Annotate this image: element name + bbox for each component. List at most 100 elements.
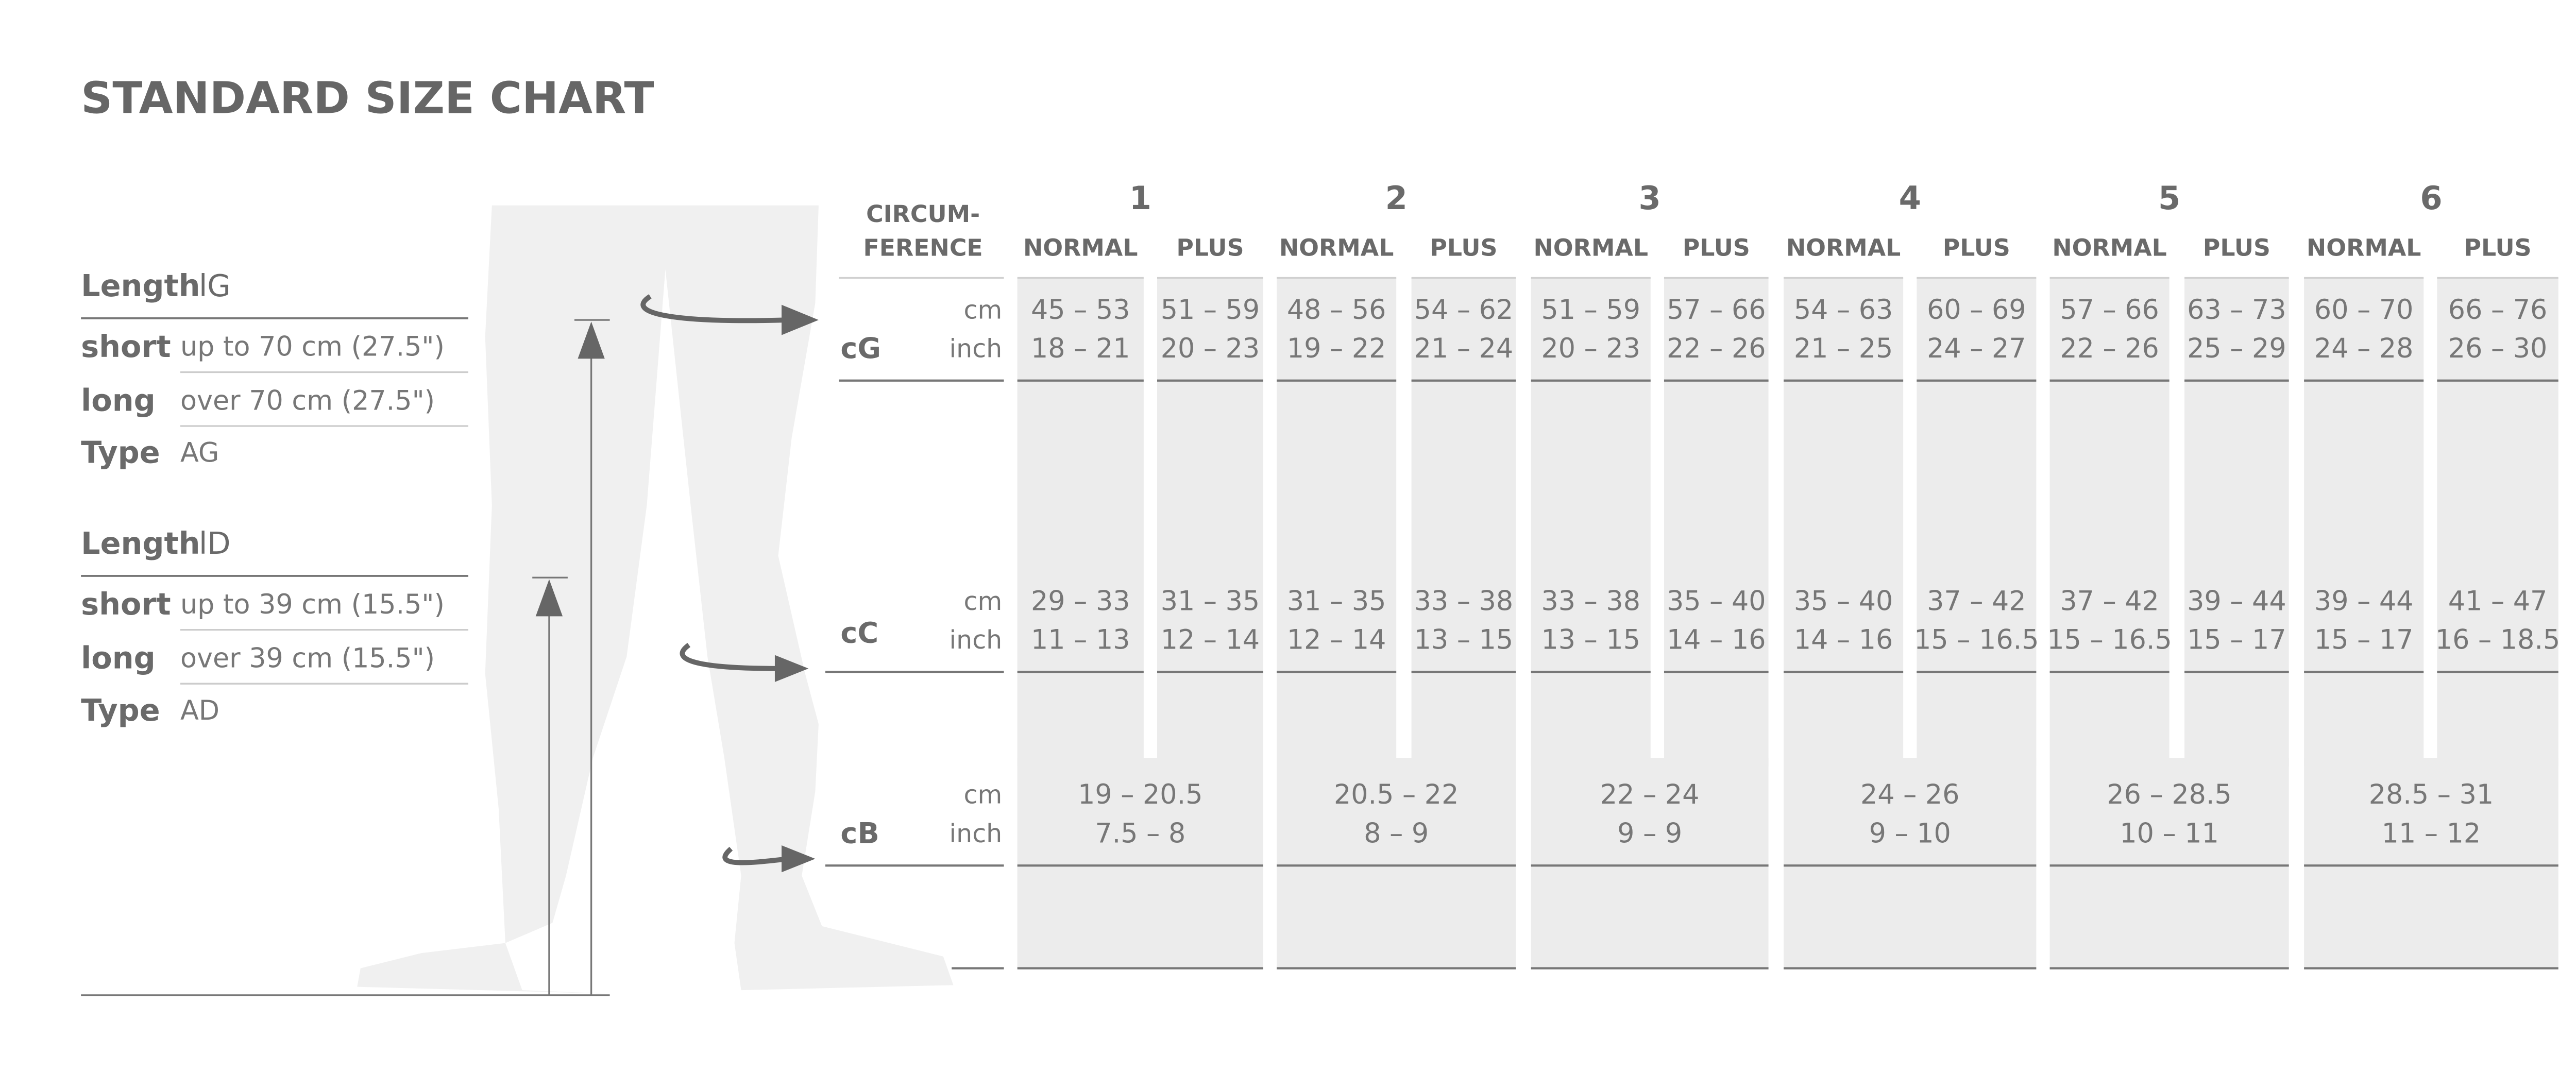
variant-label: NORMAL	[1533, 234, 1648, 261]
variant-label: PLUS	[1683, 234, 1750, 261]
row-key: Type	[81, 435, 160, 470]
cell-value: 33 – 38	[1541, 585, 1640, 617]
cell-value: 12 – 14	[1161, 624, 1260, 655]
column-bg	[1017, 278, 1144, 767]
row-label: cB	[840, 817, 879, 850]
cell-value: 19 – 20.5	[1078, 779, 1202, 810]
cell-value: 33 – 38	[1414, 585, 1514, 617]
cell-value: 20 – 23	[1161, 333, 1260, 364]
cell-value: 15 – 17	[2314, 624, 2414, 655]
corner-header: FERENCE	[863, 234, 983, 261]
size-label: 4	[1899, 179, 1921, 217]
cell-value: 15 – 17	[2187, 624, 2286, 655]
variant-label: PLUS	[1943, 234, 2010, 261]
variant-label: NORMAL	[2052, 234, 2166, 261]
cell-value: 24 – 27	[1927, 333, 2026, 364]
cell-value: 60 – 69	[1927, 294, 2026, 326]
cell-value: 57 – 66	[2060, 294, 2159, 326]
cell-value: 11 – 12	[2382, 818, 2481, 849]
column-bg	[1664, 278, 1769, 767]
cell-value: 48 – 56	[1287, 294, 1386, 326]
size-label: 6	[2420, 179, 2442, 217]
leg-silhouette	[357, 205, 954, 994]
cell-value: 20.5 – 22	[1334, 779, 1459, 810]
cell-value: 9 – 9	[1617, 818, 1682, 849]
cell-value: 45 – 53	[1031, 294, 1130, 326]
cell-value: 66 – 76	[2448, 294, 2548, 326]
unit-label: cm	[964, 586, 1003, 616]
unit-label: inch	[950, 625, 1003, 655]
row-key: short	[81, 329, 171, 364]
variant-label: PLUS	[2203, 234, 2270, 261]
unit-label: inch	[950, 819, 1003, 848]
row-value: over 39 cm (15.5")	[180, 642, 435, 674]
column-bg	[2184, 278, 2289, 767]
column-bg	[1157, 278, 1263, 767]
length-label: Length	[81, 525, 200, 561]
variant-label: NORMAL	[2307, 234, 2421, 261]
group-bg	[2049, 758, 2289, 968]
row-key: short	[81, 586, 171, 622]
row-value: AG	[180, 437, 219, 469]
group-bg	[1277, 758, 1516, 968]
cell-value: 15 – 16.5	[1914, 624, 2039, 655]
variant-label: PLUS	[1176, 234, 1244, 261]
length-indicators	[81, 319, 610, 996]
cell-value: 24 – 26	[1860, 779, 1960, 810]
column-bg	[2437, 278, 2558, 767]
title: STANDARD SIZE CHART	[81, 73, 654, 124]
unit-label: cm	[964, 295, 1003, 325]
cell-value: 31 – 35	[1287, 585, 1386, 617]
group-bg	[2304, 758, 2558, 968]
cell-value: 54 – 63	[1794, 294, 1893, 326]
cell-value: 54 – 62	[1414, 294, 1514, 326]
variant-label: PLUS	[1430, 234, 1497, 261]
cell-value: 14 – 16	[1794, 624, 1893, 655]
size-label: 2	[1385, 179, 1408, 217]
variant-label: NORMAL	[1786, 234, 1901, 261]
cell-value: 25 – 29	[2187, 333, 2286, 364]
cell-value: 14 – 16	[1667, 624, 1766, 655]
group-bg	[1531, 758, 1769, 968]
cell-value: 28.5 – 31	[2369, 779, 2494, 810]
cell-value: 7.5 – 8	[1095, 818, 1185, 849]
unit-label: cm	[964, 780, 1003, 810]
cell-value: 22 – 24	[1600, 779, 1700, 810]
arrow-cg	[640, 294, 789, 324]
cell-value: 21 – 24	[1414, 333, 1514, 364]
row-label: cG	[840, 332, 881, 365]
row-key: Type	[81, 692, 160, 728]
size-label: 3	[1639, 179, 1661, 217]
cell-value: 12 – 14	[1287, 624, 1386, 655]
unit-label: inch	[950, 333, 1003, 363]
cell-value: 24 – 28	[2314, 333, 2414, 364]
cell-value: 21 – 25	[1794, 333, 1893, 364]
cell-value: 18 – 21	[1031, 333, 1130, 364]
cell-value: 22 – 26	[2060, 333, 2159, 364]
cell-value: 13 – 15	[1414, 624, 1514, 655]
row-value: up to 70 cm (27.5")	[180, 331, 445, 363]
column-bg	[1784, 278, 1904, 767]
size-label: 5	[2158, 179, 2180, 217]
group-bg	[1784, 758, 2037, 968]
cell-value: 9 – 10	[1869, 818, 1951, 849]
cell-value: 26 – 28.5	[2107, 779, 2231, 810]
cell-value: 41 – 47	[2448, 585, 2548, 617]
cell-value: 20 – 23	[1541, 333, 1640, 364]
cell-value: 39 – 44	[2314, 585, 2414, 617]
cell-value: 37 – 42	[1927, 585, 2026, 617]
length-symbol: lD	[199, 525, 231, 561]
variant-label: NORMAL	[1023, 234, 1138, 261]
column-bg	[2049, 278, 2170, 767]
column-bg	[1917, 278, 2037, 767]
row-key: long	[81, 382, 156, 418]
column-bg	[1531, 278, 1651, 767]
arrow-heads	[535, 321, 605, 617]
cell-value: 11 – 13	[1031, 624, 1130, 655]
cell-value: 63 – 73	[2187, 294, 2286, 326]
cell-value: 22 – 26	[1667, 333, 1766, 364]
variant-label: PLUS	[2464, 234, 2531, 261]
cell-value: 26 – 30	[2448, 333, 2548, 364]
